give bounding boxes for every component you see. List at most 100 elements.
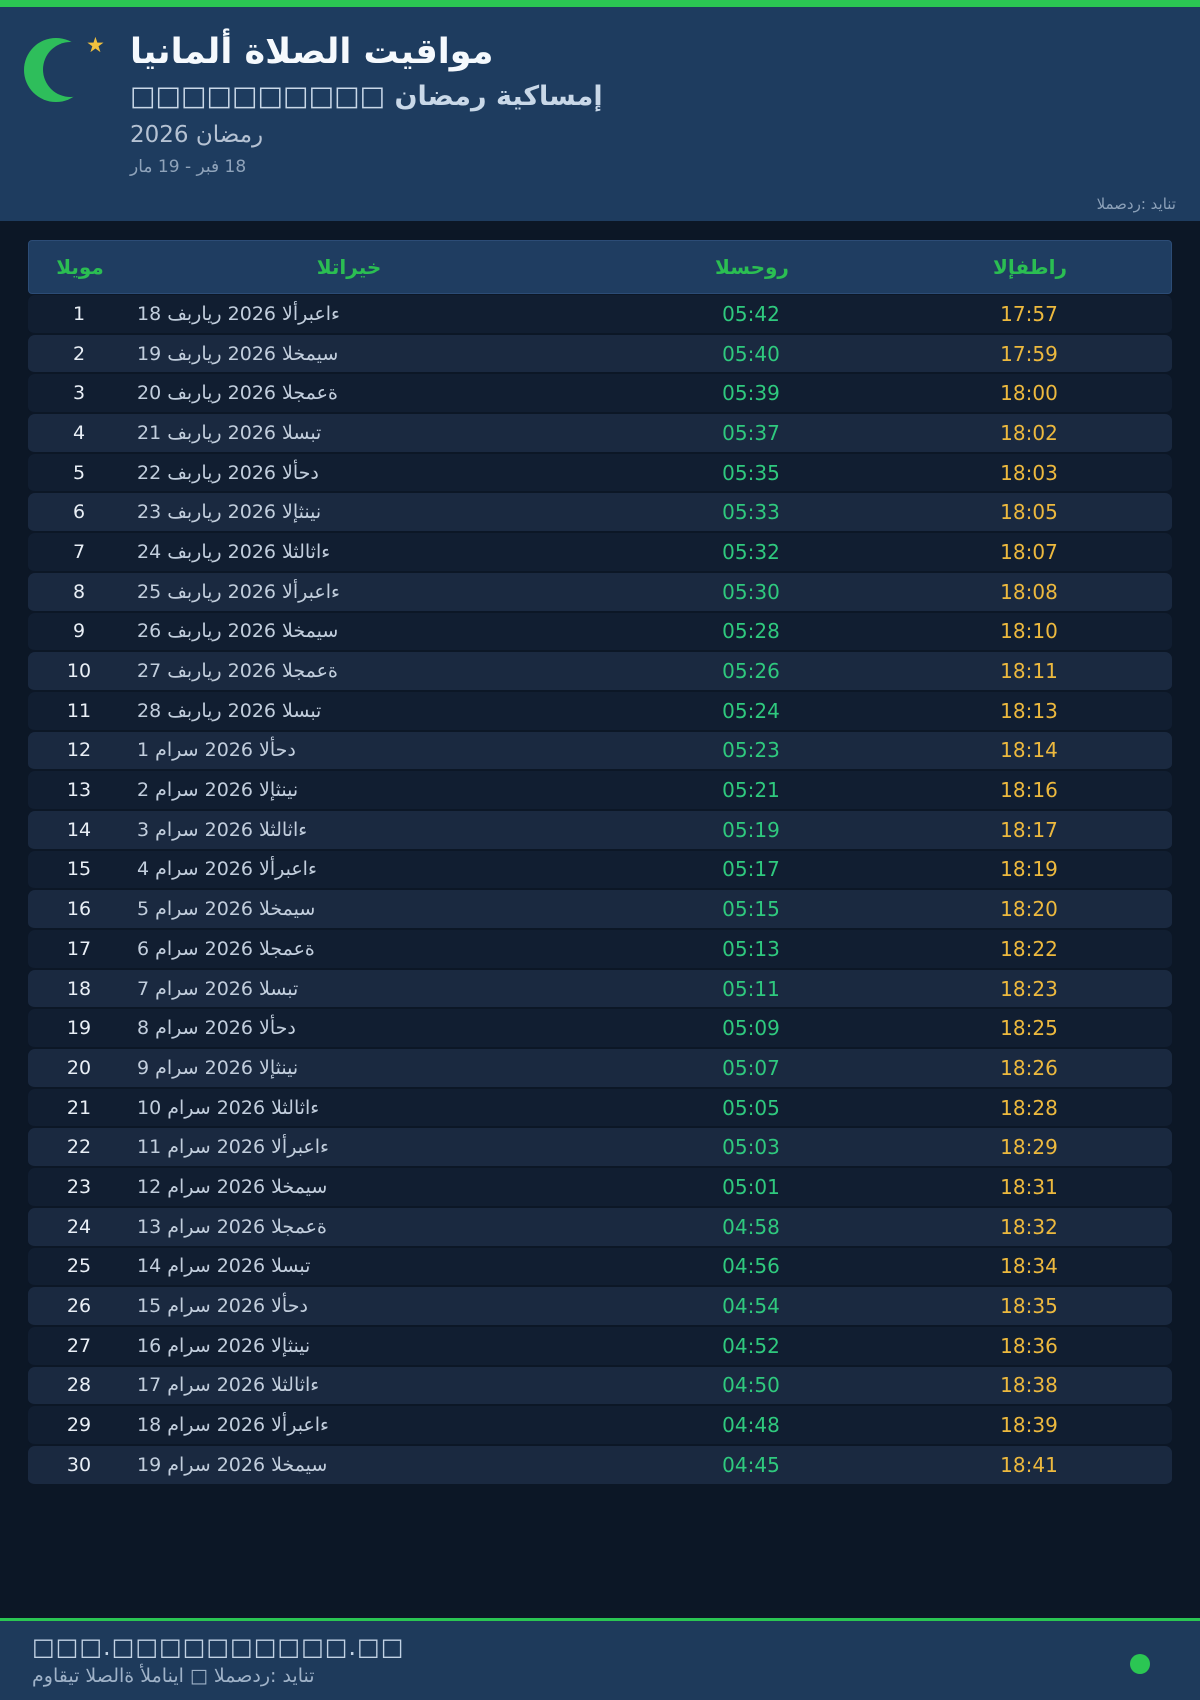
suhoor-cell: 05:26: [722, 659, 780, 684]
day-cell: 20: [66, 1056, 92, 1079]
table-row: 29 18 مارس 2026 الأربعاء 04:48 18:39: [28, 1406, 1172, 1446]
header: ★ مواقيت الصلاة ألمانيا إمساكية رمضان □□…: [0, 7, 1200, 221]
suhoor-cell: 04:50: [722, 1373, 780, 1398]
iftar-cell: 18:10: [1000, 619, 1058, 644]
iftar-cell: 18:28: [1000, 1095, 1058, 1120]
date-cell: 7 مارس 2026 السبت: [137, 977, 299, 1000]
date-cell: 26 فبراير 2026 الخميس: [137, 620, 339, 643]
table-row: 27 16 مارس 2026 الإثنين 04:52 18:36: [28, 1326, 1172, 1367]
table-row: 24 13 مارس 2026 الجمعة 04:58 18:32: [28, 1207, 1172, 1248]
table-row: 13 2 مارس 2026 الإثنين 05:21 18:16: [28, 771, 1172, 811]
table-row: 5 22 فبراير 2026 الأحد 05:35 18:03: [28, 453, 1172, 494]
day-cell: 14: [66, 818, 92, 841]
date-cell: 20 فبراير 2026 الجمعة: [137, 382, 338, 405]
column-header-suhoor: السحور: [715, 255, 789, 279]
iftar-cell: 18:32: [1000, 1214, 1058, 1239]
iftar-cell: 18:34: [1000, 1254, 1058, 1279]
date-cell: 12 مارس 2026 الخميس: [137, 1175, 328, 1198]
table-row: 16 5 مارس 2026 الخميس 05:15 18:20: [28, 890, 1172, 930]
iftar-cell: 18:13: [1000, 698, 1058, 723]
day-cell: 29: [66, 1414, 92, 1437]
footer-accent-line: [0, 1618, 1200, 1621]
suhoor-cell: 05:32: [722, 539, 780, 564]
iftar-cell: 18:03: [1000, 460, 1058, 485]
day-cell: 8: [72, 580, 86, 603]
date-range-label: 18 فبر - 19 مار: [130, 157, 247, 177]
iftar-cell: 18:16: [1000, 778, 1058, 803]
date-cell: 19 مارس 2026 الخميس: [137, 1453, 328, 1476]
iftar-cell: 17:57: [1000, 301, 1058, 326]
iftar-cell: 18:26: [1000, 1055, 1058, 1080]
suhoor-cell: 05:28: [722, 619, 780, 644]
suhoor-cell: 05:11: [722, 976, 780, 1001]
iftar-cell: 18:02: [1000, 420, 1058, 445]
iftar-cell: 18:36: [1000, 1333, 1058, 1358]
suhoor-cell: 05:05: [722, 1095, 780, 1120]
date-cell: 18 مارس 2026 الأربعاء: [137, 1414, 329, 1437]
date-cell: 3 مارس 2026 الثلاثاء: [137, 818, 308, 841]
table-body: 1 18 فبراير 2026 الأربعاء 05:42 17:57 2 …: [28, 295, 1172, 1486]
date-cell: 5 مارس 2026 الخميس: [137, 898, 316, 921]
suhoor-cell: 05:33: [722, 500, 780, 525]
table-row: 25 14 مارس 2026 السبت 04:56 18:34: [28, 1247, 1172, 1288]
day-cell: 26: [66, 1295, 92, 1318]
suhoor-cell: 04:48: [722, 1413, 780, 1438]
suhoor-cell: 05:21: [722, 778, 780, 803]
source-label: المصدر: ديانت: [1096, 195, 1176, 213]
table-row: 8 25 فبراير 2026 الأربعاء 05:30 18:08: [28, 572, 1172, 613]
date-cell: 9 مارس 2026 الإثنين: [137, 1056, 299, 1079]
date-cell: 22 فبراير 2026 الأحد: [137, 461, 319, 484]
date-cell: 16 مارس 2026 الإثنين: [137, 1334, 311, 1357]
star-icon: ★: [86, 33, 105, 57]
iftar-cell: 18:11: [1000, 659, 1058, 684]
suhoor-cell: 05:07: [722, 1055, 780, 1080]
suhoor-cell: 05:13: [722, 936, 780, 961]
date-cell: 19 فبراير 2026 الخميس: [137, 342, 339, 365]
suhoor-cell: 04:56: [722, 1254, 780, 1279]
footer-website: □□□.□□□□□□□□□□.□□: [32, 1633, 405, 1661]
date-cell: 6 مارس 2026 الجمعة: [137, 937, 315, 960]
iftar-cell: 18:14: [1000, 738, 1058, 763]
day-cell: 19: [66, 1017, 92, 1040]
date-cell: 14 مارس 2026 السبت: [137, 1255, 311, 1278]
green-dot: [1130, 1654, 1150, 1674]
day-cell: 10: [66, 660, 92, 683]
suhoor-cell: 04:54: [722, 1294, 780, 1319]
table-row: 26 15 مارس 2026 الأحد 04:54 18:35: [28, 1287, 1172, 1327]
suhoor-cell: 05:15: [722, 897, 780, 922]
column-header-date: التاريخ: [316, 255, 382, 279]
day-cell: 11: [66, 699, 92, 722]
suhoor-cell: 04:58: [722, 1214, 780, 1239]
iftar-cell: 18:41: [1000, 1452, 1058, 1477]
iftar-cell: 18:39: [1000, 1413, 1058, 1438]
table-row: 6 23 فبراير 2026 الإثنين 05:33 18:05: [28, 493, 1172, 534]
date-cell: 24 فبراير 2026 الثلاثاء: [137, 540, 331, 563]
suhoor-cell: 05:24: [722, 698, 780, 723]
table-row: 9 26 فبراير 2026 الخميس 05:28 18:10: [28, 612, 1172, 653]
crescent-moon-icon: [24, 38, 98, 104]
header-text-block: مواقيت الصلاة ألمانيا إمساكية رمضان □□□□…: [130, 31, 603, 177]
date-cell: 1 مارس 2026 الأحد: [137, 739, 296, 762]
top-accent-strip: [0, 0, 1200, 7]
date-cell: 18 فبراير 2026 الأربعاء: [137, 302, 340, 325]
date-cell: 15 مارس 2026 الأحد: [137, 1295, 308, 1318]
timetable: اليوم التاريخ السحور الإفطار 1 18 فبراير…: [28, 240, 1172, 1486]
day-cell: 18: [66, 977, 92, 1000]
day-cell: 28: [66, 1374, 92, 1397]
day-cell: 23: [66, 1175, 92, 1198]
suhoor-cell: 05:35: [722, 460, 780, 485]
table-row: 1 18 فبراير 2026 الأربعاء 05:42 17:57: [28, 295, 1172, 335]
day-cell: 24: [66, 1215, 92, 1238]
suhoor-cell: 05:37: [722, 420, 780, 445]
iftar-cell: 18:25: [1000, 1016, 1058, 1041]
iftar-cell: 18:17: [1000, 817, 1058, 842]
table-header-row: اليوم التاريخ السحور الإفطار: [28, 240, 1172, 294]
suhoor-cell: 05:30: [722, 579, 780, 604]
page-title: مواقيت الصلاة ألمانيا: [130, 32, 494, 72]
table-row: 12 1 مارس 2026 الأحد 05:23 18:14: [28, 731, 1172, 772]
day-cell: 12: [66, 739, 92, 762]
date-cell: 23 فبراير 2026 الإثنين: [137, 501, 322, 524]
table-row: 23 12 مارس 2026 الخميس 05:01 18:31: [28, 1168, 1172, 1208]
day-cell: 21: [66, 1096, 92, 1119]
